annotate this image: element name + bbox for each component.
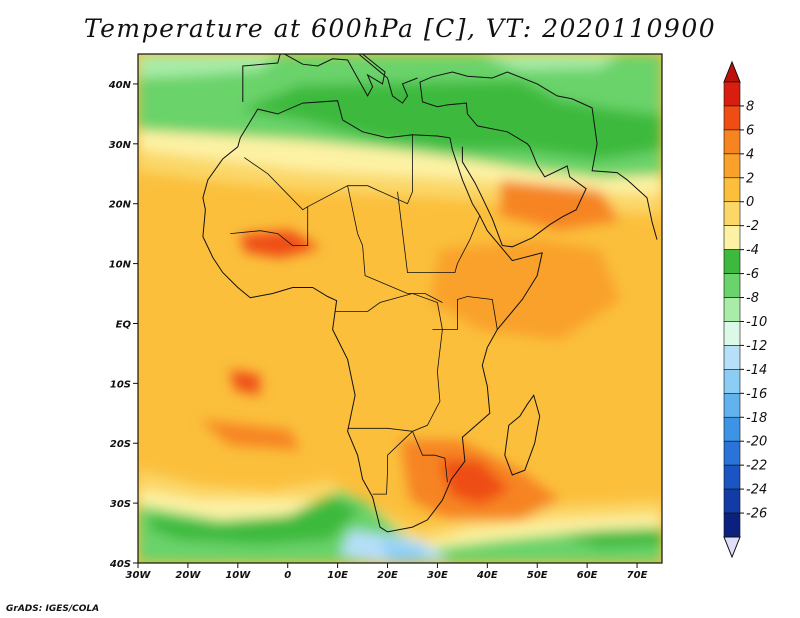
colorbar-swatch [723, 153, 741, 179]
cold-core-north [240, 80, 662, 160]
coldest-south [380, 540, 430, 563]
hot-atlantic [230, 370, 260, 395]
y-tick-label: 40S [109, 559, 131, 570]
warm-arabia [500, 180, 620, 230]
colorbar-swatch [723, 297, 741, 322]
colorbar-swatch [723, 201, 741, 226]
colorbar-swatch [723, 105, 741, 131]
y-tick-label: 30N [109, 140, 132, 151]
colorbar-swatch [723, 464, 741, 490]
y-tick-label: 40N [108, 80, 132, 91]
x-tick-label: 60E [577, 570, 598, 581]
x-tick-label: 10W [225, 570, 251, 581]
colorbar-swatch [723, 273, 741, 298]
colorbar-label: 8 [746, 99, 754, 114]
x-tick-label: 20W [175, 570, 201, 581]
cool-band-north [138, 130, 662, 195]
coastlines [202, 54, 658, 533]
colorbar-label: -2 [746, 219, 759, 234]
europe-coastline [242, 54, 418, 104]
credit-text: GrADS: IGES/COLA [6, 604, 100, 614]
colorbar-swatch [723, 416, 741, 442]
very-cold-northeast [480, 54, 620, 70]
y-tick-label: 20S [110, 439, 131, 450]
cold-core-south [150, 495, 360, 545]
colorbar-label: -24 [746, 483, 767, 498]
colorbar-swatch [723, 225, 741, 250]
colorbar-swatch [723, 177, 741, 203]
colorbar-swatch [723, 369, 741, 394]
colorbar-swatch [723, 393, 741, 418]
colorbar-label: -16 [746, 387, 767, 402]
colorbar-swatch [723, 321, 741, 346]
very-cold-northwest [138, 54, 280, 78]
x-tick-label: 40E [476, 570, 498, 581]
colorbar-label: -10 [746, 315, 767, 330]
x-tick-label: 0 [284, 570, 291, 581]
colorbar-label: -12 [746, 339, 767, 354]
cold-band-south [138, 490, 662, 563]
colorbar-top-arrow [723, 60, 741, 83]
y-tick-label: EQ [116, 319, 132, 330]
mild-band-south [138, 470, 662, 555]
x-tick-label: 70E [627, 570, 648, 581]
colorbar-label: -18 [746, 411, 767, 426]
colorbar-label: 4 [746, 147, 754, 162]
plot-frame [137, 53, 663, 564]
colorbar-label: -22 [746, 459, 767, 474]
y-axis: 40N 30N 20N 10N EQ 10S 20S 30S 40S [108, 80, 138, 570]
warm-south-atlantic [200, 420, 300, 450]
country-borders [230, 134, 498, 495]
x-axis: 30W 20W 10W 0 10E 20E 30E 40E 50E 60E 70E [126, 563, 648, 581]
map-title: Temperature at 600hPa [C], VT: 202011090… [83, 14, 717, 43]
colorbar-swatch [723, 440, 741, 466]
colorbar-label: 0 [746, 195, 754, 210]
colorbar-label: 2 [746, 171, 754, 186]
y-tick-label: 30S [110, 499, 131, 510]
colorbar-swatch [723, 512, 741, 538]
colorbar-swatch [723, 249, 741, 274]
x-tick-label: 20E [377, 570, 398, 581]
colorbar-bottom-arrow [723, 536, 741, 559]
hot-west-africa [240, 230, 320, 258]
colorbar-label: -14 [746, 363, 767, 378]
x-tick-label: 10E [327, 570, 348, 581]
x-tick-label: 30E [427, 570, 448, 581]
colorbar-swatch [723, 488, 741, 514]
arabia-coastline [419, 71, 658, 248]
cold-core-southeast [560, 528, 662, 548]
colorbar: 8 6 4 2 0 -2 -4 -6 -8 -10 -12 -14 -16 -18 -20 -22 -24 -26 [723, 60, 767, 559]
colorbar-label: -6 [746, 267, 759, 282]
africa-coastline [202, 100, 543, 533]
y-tick-label: 10N [109, 260, 132, 271]
warm-east-africa [430, 240, 620, 340]
y-tick-label: 20N [109, 200, 132, 211]
colorbar-swatch [723, 345, 741, 370]
x-tick-label: 30W [126, 570, 152, 581]
colorbar-label: -26 [746, 507, 767, 522]
colorbar-label: -4 [746, 243, 759, 258]
y-tick-label: 10S [110, 379, 131, 390]
temperature-field [138, 54, 662, 563]
colorbar-swatch [723, 81, 741, 107]
colorbar-label: -8 [746, 291, 759, 306]
colorbar-label: 6 [746, 123, 754, 138]
colorbar-label: -20 [746, 435, 767, 450]
madagascar-coastline [504, 394, 541, 476]
colorbar-swatch [723, 129, 741, 155]
x-tick-label: 50E [527, 570, 548, 581]
